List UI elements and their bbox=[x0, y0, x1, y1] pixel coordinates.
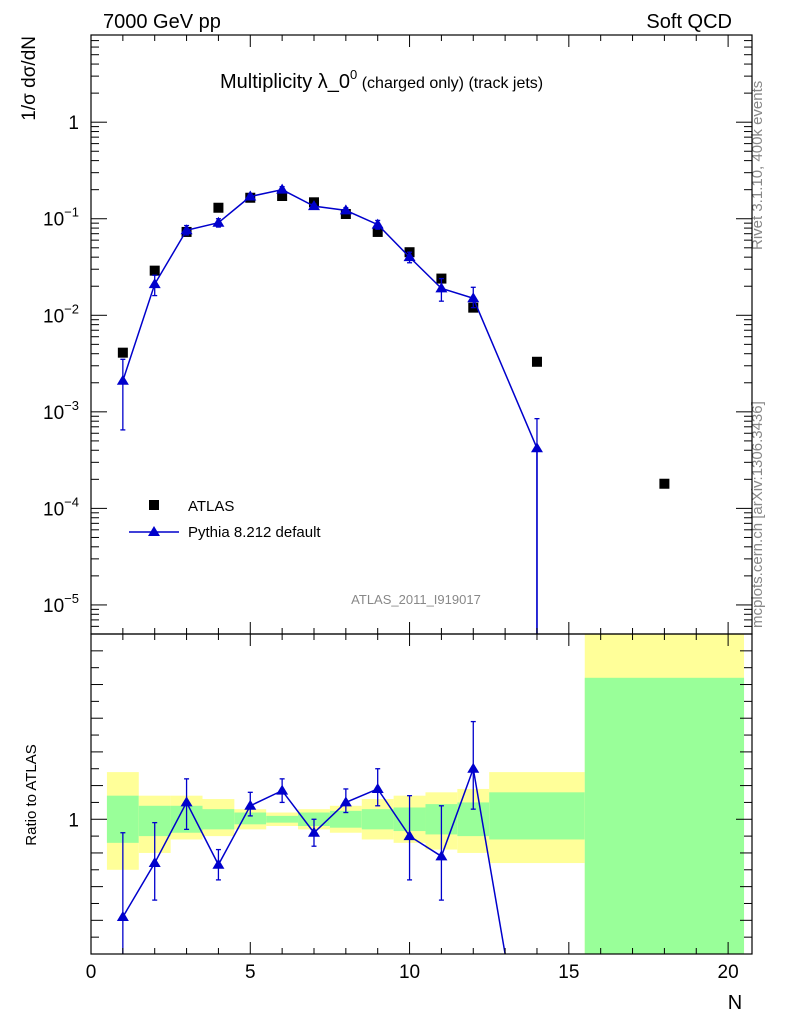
band-inner-8 bbox=[361, 809, 394, 830]
ratio-point-12 bbox=[467, 762, 480, 773]
legend-marker-atlas bbox=[149, 500, 159, 510]
y-tick-base: 1 bbox=[68, 113, 79, 134]
atlas-point-18 bbox=[659, 478, 670, 489]
pythia-point-2 bbox=[148, 278, 161, 289]
top-frame bbox=[90, 34, 753, 635]
y-tick-base: 10 bbox=[43, 403, 64, 424]
bottom-ylabel: Ratio to ATLAS bbox=[23, 744, 40, 845]
ratio-point-2 bbox=[148, 857, 161, 868]
y-tick-exponent: −1 bbox=[64, 205, 79, 220]
y-tick-exponent: −2 bbox=[64, 301, 79, 316]
atlas-point-6 bbox=[277, 191, 288, 202]
ratio-point-8 bbox=[339, 796, 352, 807]
pythia-point-9 bbox=[371, 218, 384, 229]
ratio-point-10 bbox=[403, 830, 416, 841]
band-inner-7 bbox=[329, 810, 362, 828]
ratio-y-tick-label: 1 bbox=[68, 810, 79, 831]
header-right: Soft QCD bbox=[646, 11, 732, 33]
band-inner-4 bbox=[234, 812, 267, 825]
y-tick-exponent: −4 bbox=[64, 494, 79, 509]
top-ylabel: 1/σ dσ/dN bbox=[19, 36, 40, 121]
y-tick-label: 1 bbox=[68, 113, 79, 134]
pythia-point-7 bbox=[307, 200, 320, 211]
header-left: 7000 GeV pp bbox=[103, 11, 221, 33]
x-axis-label: N bbox=[728, 992, 742, 1014]
ratio-point-3 bbox=[180, 796, 193, 807]
y-tick-base: 10 bbox=[43, 306, 64, 327]
y-tick-label: 10−1 bbox=[43, 205, 79, 231]
pythia-line bbox=[122, 188, 538, 634]
ratio-point-1 bbox=[116, 910, 129, 921]
y-tick-exponent: −5 bbox=[64, 591, 79, 606]
chart-title-sup: 0 bbox=[350, 67, 357, 82]
ratio-point-4 bbox=[212, 858, 225, 869]
pythia-point-12 bbox=[467, 292, 480, 303]
ratio-point-6 bbox=[276, 784, 289, 795]
top-plot bbox=[116, 183, 670, 634]
y-tick-base: 10 bbox=[43, 596, 64, 617]
x-tick-label-15: 15 bbox=[558, 962, 579, 983]
pythia-point-10 bbox=[403, 251, 416, 262]
legend-label-atlas: ATLAS bbox=[188, 498, 234, 515]
pythia-point-11 bbox=[435, 282, 448, 293]
atlas-point-2 bbox=[149, 265, 160, 276]
y-tick-base: 10 bbox=[43, 210, 64, 231]
band-inner-12 bbox=[489, 792, 585, 840]
legend-label-pythia: Pythia 8.212 default bbox=[188, 524, 321, 541]
chart-title: Multiplicity λ_00 (charged only) (track … bbox=[220, 67, 543, 93]
y-tick-exponent: −3 bbox=[64, 398, 79, 413]
x-tick-label-0: 0 bbox=[86, 962, 97, 983]
x-tick-label-10: 10 bbox=[399, 962, 420, 983]
bottom-plot bbox=[106, 634, 745, 955]
band-inner-13 bbox=[584, 677, 745, 954]
pythia-point-8 bbox=[339, 204, 352, 215]
y-tick-label: 10−2 bbox=[43, 301, 79, 327]
chart-title-sub: (charged only) (track jets) bbox=[357, 75, 543, 92]
chart-title-main: Multiplicity λ_0 bbox=[220, 71, 350, 93]
x-tick-label-5: 5 bbox=[245, 962, 256, 983]
ratio-point-5 bbox=[244, 799, 257, 810]
y-tick-label: 10−5 bbox=[43, 591, 79, 617]
band-inner-5 bbox=[266, 815, 299, 823]
pythia-point-1 bbox=[116, 374, 129, 385]
ratio-point-9 bbox=[371, 782, 384, 793]
y-tick-label: 10−4 bbox=[43, 494, 79, 520]
analysis-label: ATLAS_2011_I919017 bbox=[351, 592, 481, 607]
legend: ATLAS Pythia 8.212 default bbox=[129, 498, 321, 541]
pythia-point-5 bbox=[244, 190, 257, 201]
band-inner-3 bbox=[202, 809, 235, 830]
mcplots-label: mcplots.cern.ch [arXiv:1306.3436] bbox=[749, 401, 766, 628]
atlas-point-4 bbox=[213, 202, 224, 213]
pythia-point-3 bbox=[180, 224, 193, 235]
y-tick-label: 10−3 bbox=[43, 398, 79, 424]
atlas-point-1 bbox=[117, 347, 128, 358]
pythia-point-4 bbox=[212, 216, 225, 227]
legend-marker-pythia bbox=[148, 526, 160, 536]
rivet-label: Rivet 3.1.10, 400k events bbox=[749, 81, 766, 250]
ratio-point-7 bbox=[307, 826, 320, 837]
pythia-point-14 bbox=[530, 442, 543, 453]
ratio-point-11 bbox=[435, 850, 448, 861]
bottom-frame bbox=[90, 633, 753, 955]
x-tick-label-20: 20 bbox=[718, 962, 739, 983]
atlas-point-9 bbox=[372, 226, 383, 237]
y-tick-base: 10 bbox=[43, 499, 64, 520]
pythia-point-6 bbox=[276, 183, 289, 194]
atlas-point-14 bbox=[531, 356, 542, 367]
